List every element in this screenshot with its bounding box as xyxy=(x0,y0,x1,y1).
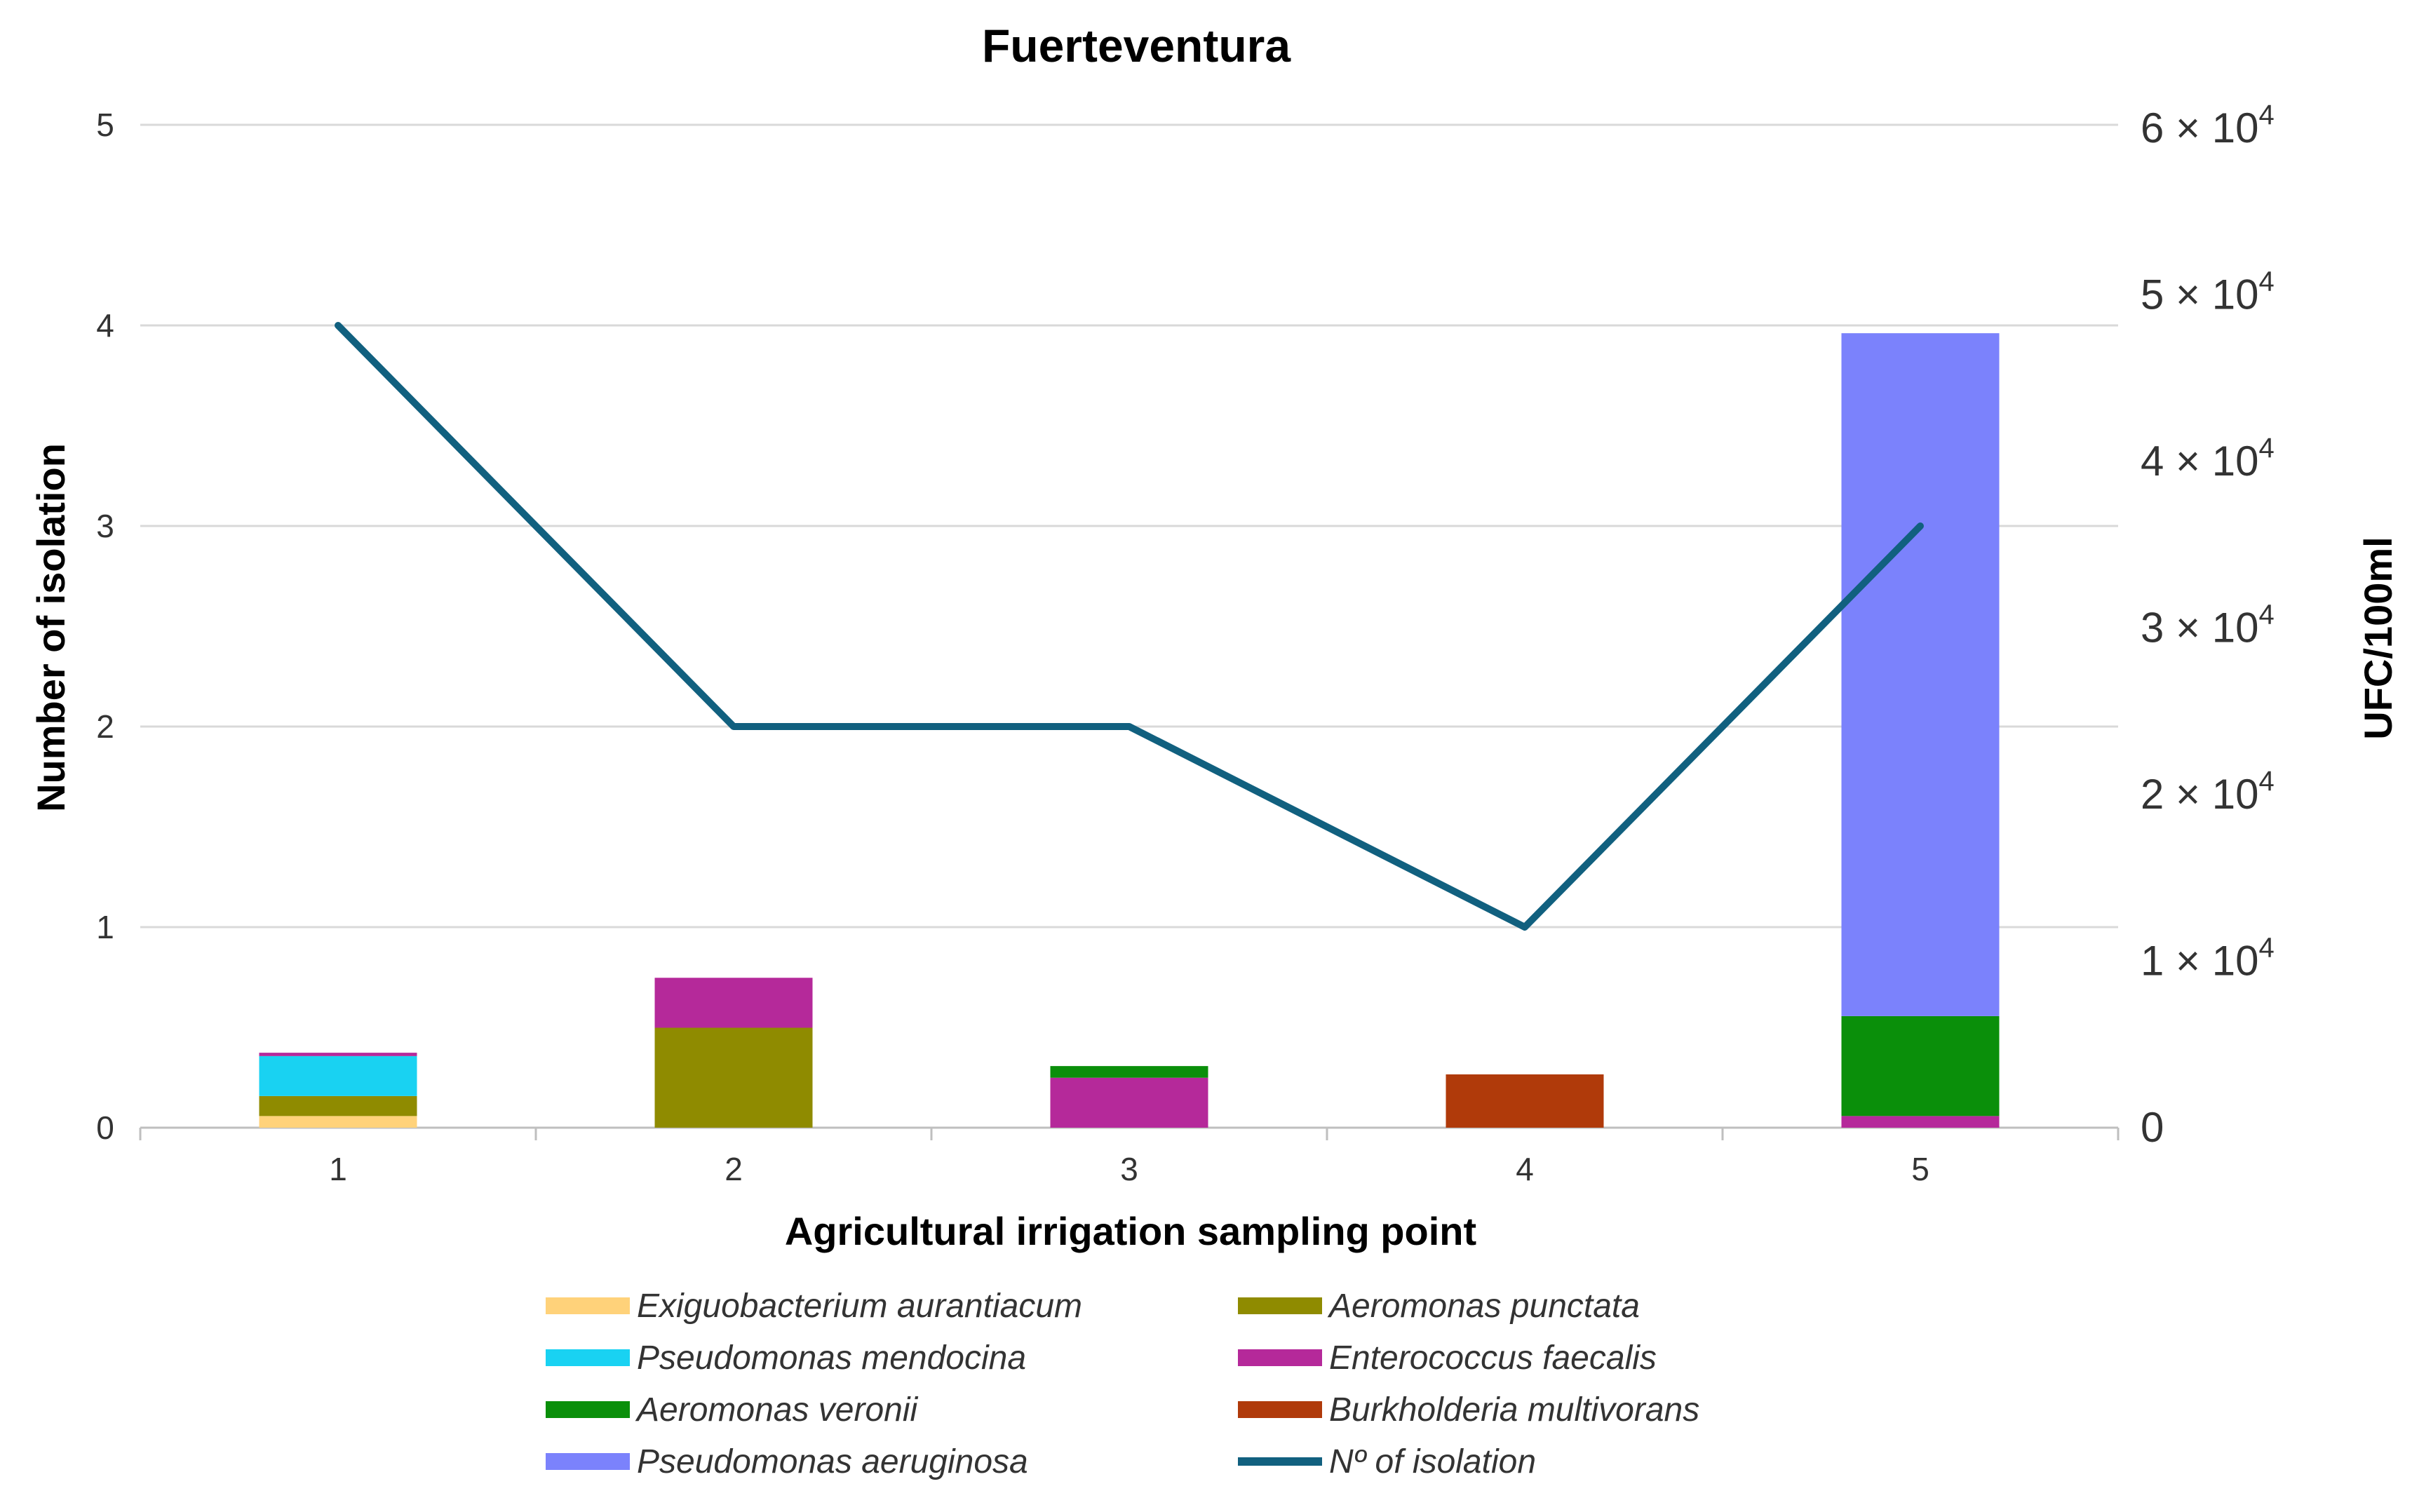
y2-tick-label: 5 × 104 xyxy=(2141,266,2275,318)
bar-segment xyxy=(259,1055,417,1096)
bar-segment xyxy=(654,1027,813,1128)
bar-segment xyxy=(1841,1116,2000,1128)
y-axis-label: Number of isolation xyxy=(29,443,73,812)
legend-label: Pseudomonas aeruginosa xyxy=(637,1443,1028,1480)
legend-swatch xyxy=(546,1349,630,1366)
y2-tick-exponent: 4 xyxy=(2259,600,2275,630)
legend-label: Aeromonas punctata xyxy=(1327,1288,1640,1325)
y2-tick-exponent: 4 xyxy=(2259,433,2275,464)
bar-segment xyxy=(259,1095,417,1116)
legend-swatch xyxy=(1238,1349,1322,1366)
y2-tick-label: 0 xyxy=(2141,1104,2164,1151)
legend-swatch xyxy=(1238,1401,1322,1418)
x-tick-label: 4 xyxy=(1516,1151,1534,1187)
y2-tick-label: 4 × 104 xyxy=(2141,433,2275,485)
y2-tick-exponent: 4 xyxy=(2259,266,2275,297)
x-tick-label: 5 xyxy=(1911,1151,1929,1187)
y2-tick-label: 3 × 104 xyxy=(2141,600,2275,652)
y-tick-label: 4 xyxy=(96,307,114,344)
legend-swatch xyxy=(546,1297,630,1314)
legend-label: Pseudomonas mendocina xyxy=(637,1339,1026,1377)
left-axis-ticks: 0 1 2 3 4 5 xyxy=(96,107,114,1146)
gridlines xyxy=(139,123,2120,1140)
legend-swatch xyxy=(1238,1297,1322,1314)
legend-label: Nº of isolation xyxy=(1329,1443,1536,1480)
legend: Exiguobacterium aurantiacum Aeromonas pun… xyxy=(546,1288,1699,1480)
bar-segment xyxy=(1446,1074,1604,1128)
x-axis-label: Agricultural irrigation sampling point xyxy=(785,1209,1476,1253)
x-tick-label: 2 xyxy=(725,1151,743,1187)
bars xyxy=(259,333,2000,1128)
y2-tick-label: 1 × 104 xyxy=(2141,933,2275,985)
isolation-line xyxy=(335,322,1924,931)
legend-label: Aeromonas veronii xyxy=(635,1391,919,1429)
x-tick-label: 1 xyxy=(329,1151,347,1187)
bar-segment xyxy=(1050,1066,1208,1078)
right-axis-ticks: 0 1 × 104 2 × 104 3 × 104 4 × 104 5 × 104 6 × … xyxy=(2141,100,2275,1151)
y2-tick-label: 2 × 104 xyxy=(2141,766,2275,818)
y-tick-label: 1 xyxy=(96,909,114,945)
legend-swatch-line xyxy=(1238,1457,1322,1466)
isolation-line-layer xyxy=(335,322,1924,931)
legend-label: Exiguobacterium aurantiacum xyxy=(637,1288,1082,1325)
y-tick-label: 5 xyxy=(96,107,114,143)
bar-segment xyxy=(654,978,813,1028)
legend-swatch xyxy=(546,1401,630,1418)
y2-tick-exponent: 4 xyxy=(2259,766,2275,797)
bar-segment xyxy=(1050,1077,1208,1128)
y-tick-label: 3 xyxy=(96,508,114,544)
y2-tick-exponent: 4 xyxy=(2259,933,2275,964)
legend-label: Enterococcus faecalis xyxy=(1329,1339,1657,1377)
x-tick-label: 3 xyxy=(1120,1151,1138,1187)
bar-segment xyxy=(1841,1015,2000,1116)
bar-segment xyxy=(259,1053,417,1056)
legend-swatch xyxy=(546,1453,630,1470)
chart-title: Fuerteventura xyxy=(982,20,1291,72)
y2-tick-label: 6 × 104 xyxy=(2141,100,2275,151)
y2-tick-exponent: 4 xyxy=(2259,100,2275,130)
bar-segment xyxy=(259,1116,417,1128)
x-axis-ticks: 1 2 3 4 5 xyxy=(329,1151,1929,1187)
y-tick-label: 0 xyxy=(96,1109,114,1146)
bar-segment xyxy=(1841,333,2000,1016)
legend-label: Burkholderia multivorans xyxy=(1329,1391,1699,1429)
y2-axis-label: UFC/100ml xyxy=(2356,536,2400,739)
y-tick-label: 2 xyxy=(96,708,114,745)
